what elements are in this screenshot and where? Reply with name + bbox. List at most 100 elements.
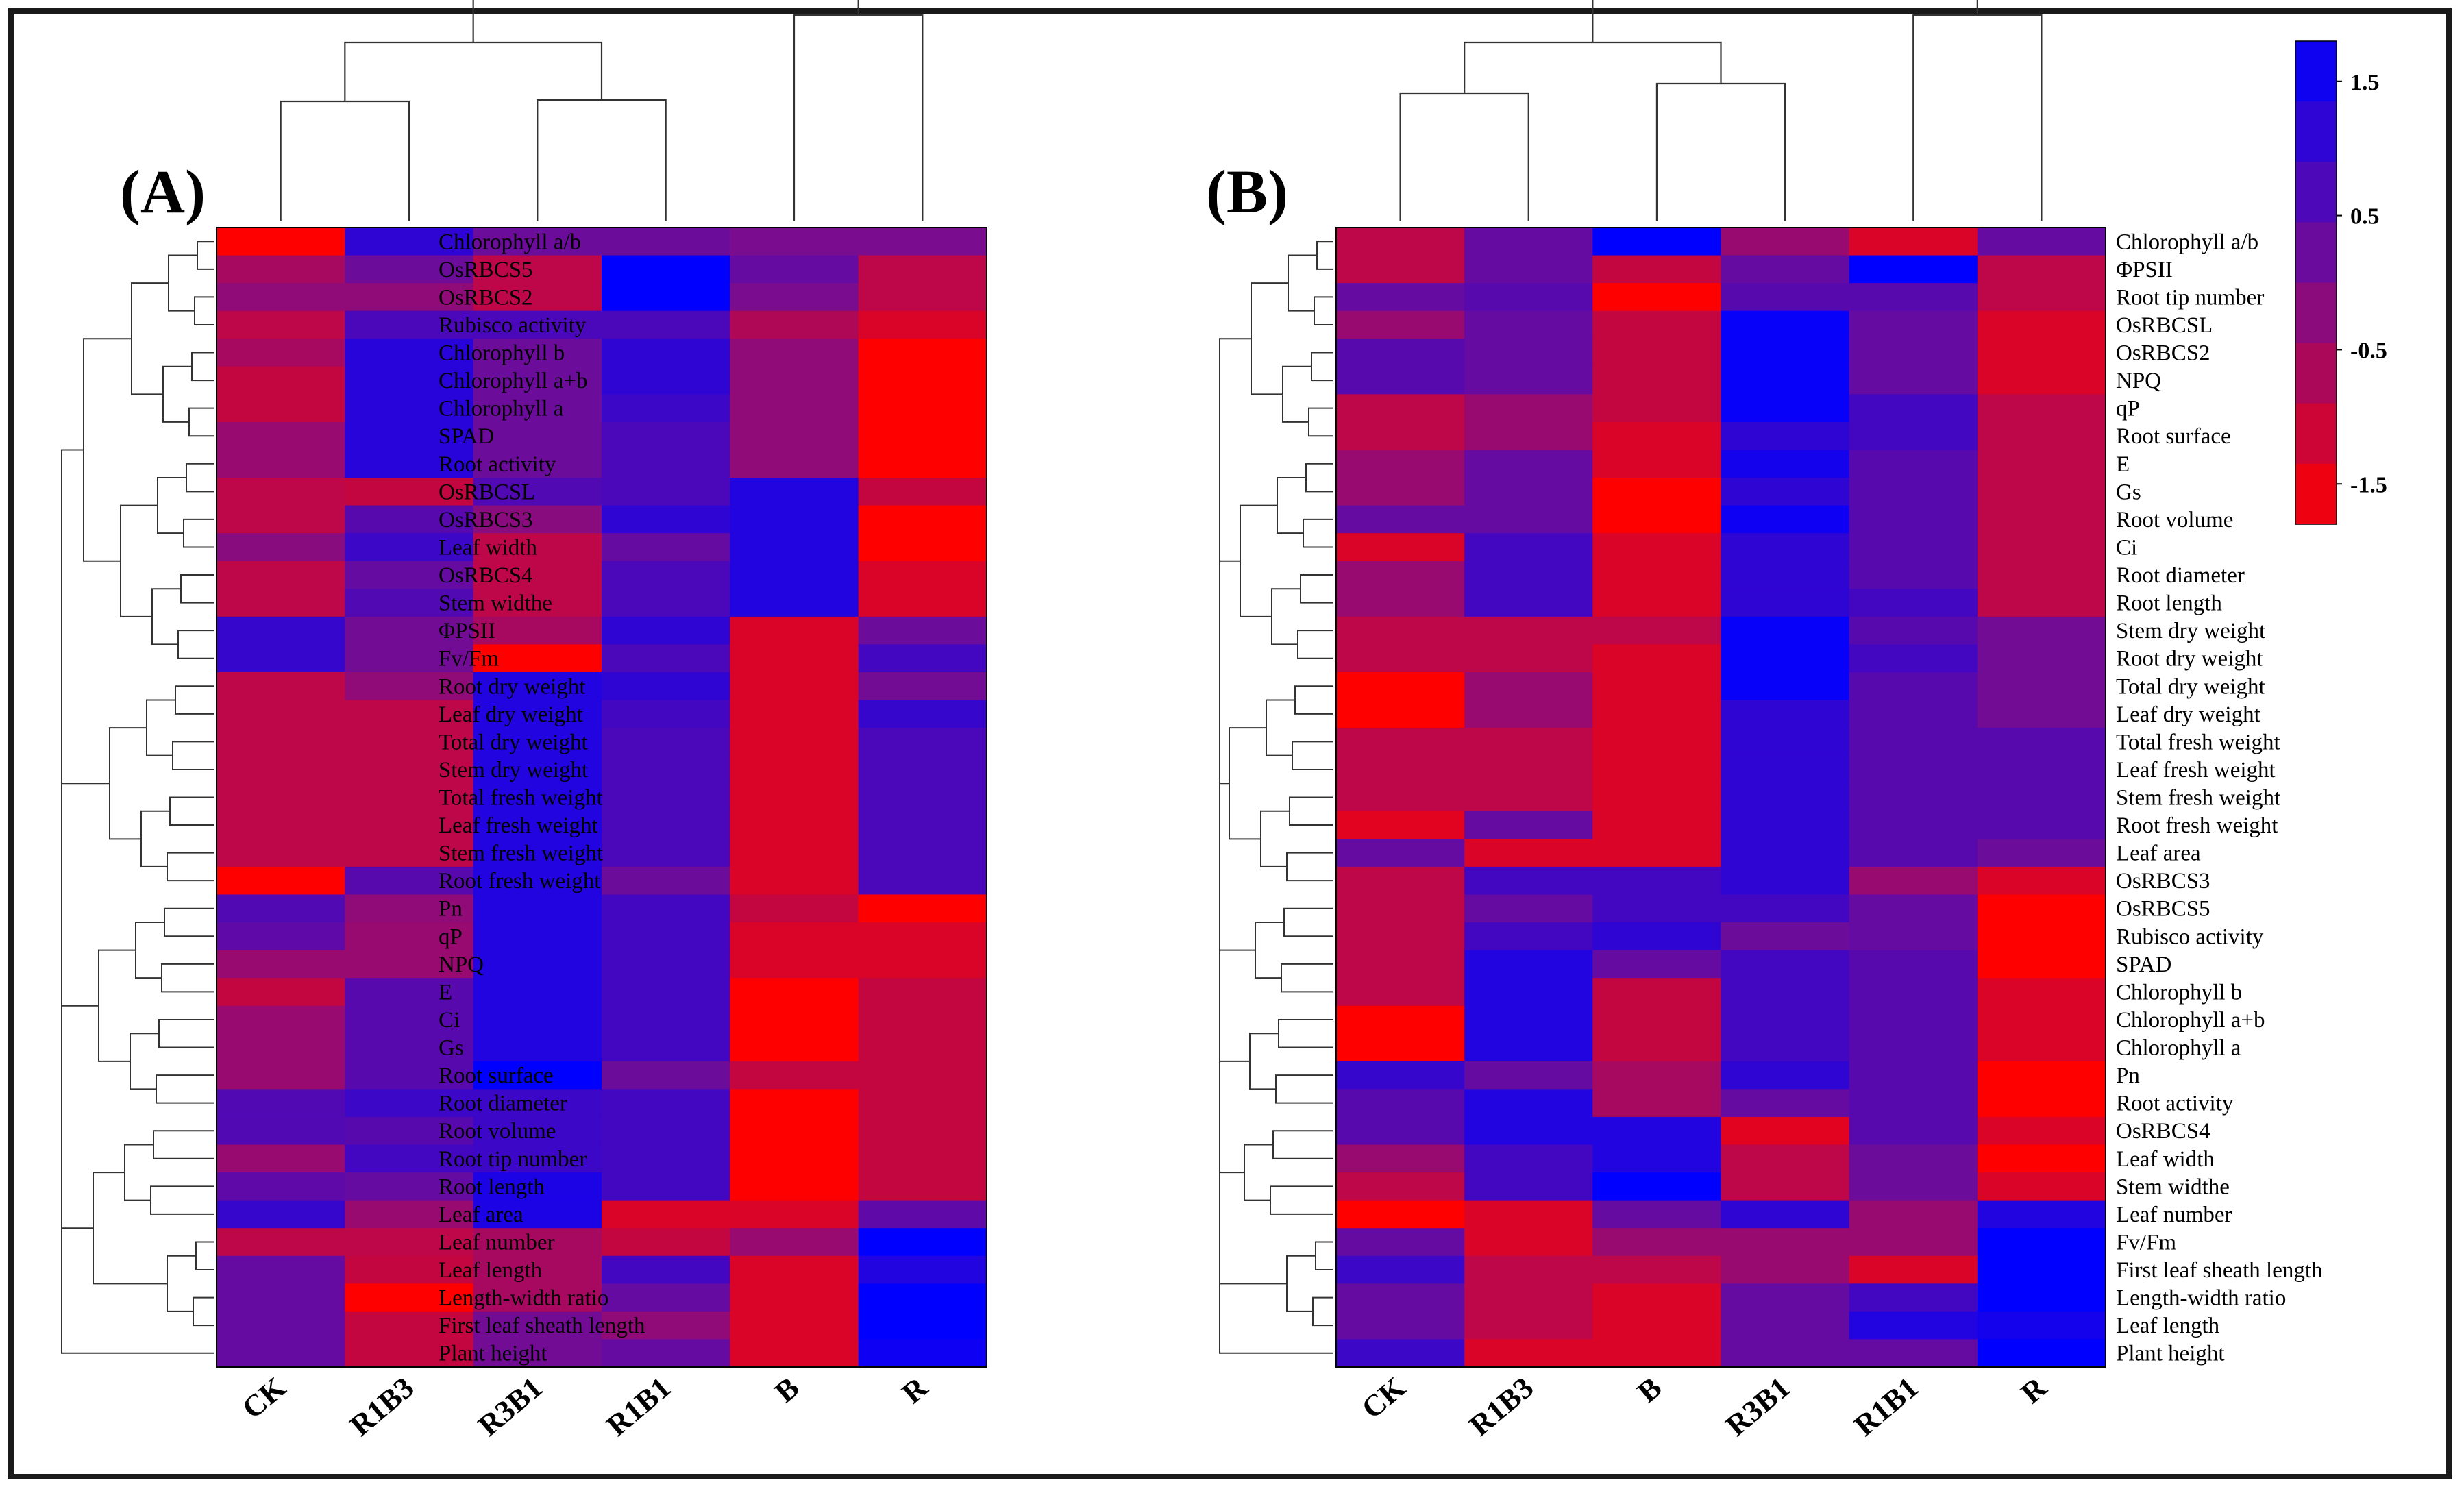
heatmap-cell [730,1228,859,1257]
heatmap-cell [473,672,602,701]
row-label: Root tip number [2116,285,2264,310]
row-label: OsRBCS4 [2116,1119,2210,1144]
heatmap-cell [730,283,859,312]
heatmap-cell [730,450,859,478]
heatmap-cell [858,783,987,812]
heatmap-cell [1977,1061,2106,1090]
heatmap-cell [1721,700,1850,728]
heatmap-cell [1977,283,2106,312]
heatmap-cell [1336,339,1465,367]
row-label: OsRBCSL [2116,313,2213,338]
heatmap-cell [1464,478,1593,506]
row-label: Leaf length [439,1258,543,1283]
row-label: Root activity [2116,1092,2234,1116]
heatmap-cell [473,283,602,312]
heatmap-cell [602,616,730,645]
heatmap-cell [858,1089,987,1118]
heatmap-cell [345,1255,474,1284]
row-label: Root diameter [2116,563,2245,588]
heatmap-cell [1592,1172,1722,1201]
heatmap-cell [1721,227,1850,256]
heatmap-cell [1977,644,2106,673]
dendrogram-link [191,352,214,382]
heatmap-cell [1336,866,1465,896]
heatmap-cell [473,1228,602,1257]
row-label: Root fresh weight [439,869,600,894]
heatmap-cell [1336,1005,1465,1034]
heatmap-cell [473,1033,602,1062]
row-label: First leaf sheath length [439,1314,645,1338]
heatmap-cell [1592,1311,1722,1340]
heatmap-cell [730,755,859,784]
heatmap-cell [602,589,730,617]
heatmap-cell [730,950,859,979]
dendrogram-link [1249,1033,1279,1090]
row-label: Root length [439,1174,545,1199]
heatmap-cell [602,1089,730,1118]
heatmap-cell [1849,1089,1978,1118]
heatmap-cell [1977,1283,2106,1312]
heatmap-cell [602,1144,730,1173]
heatmap-cell [473,839,602,867]
heatmap-cell [1721,1200,1850,1229]
heatmap-cell [345,672,474,701]
heatmap-cell [1464,783,1593,812]
heatmap-cell [345,1172,474,1201]
heatmap-cell [473,700,602,728]
heatmap-cell [1336,1033,1465,1062]
heatmap-cell [1464,283,1593,312]
heatmap-cell [473,310,602,339]
row-dendrogram [61,241,214,1354]
heatmap-cell [345,644,474,673]
heatmap-cell [602,366,730,395]
dendrogram-link [1219,338,1251,562]
heatmap-cell [1464,1005,1593,1034]
heatmap-cell [730,616,859,645]
heatmap-cell [473,755,602,784]
heatmap-cell [1977,616,2106,645]
heatmap-cell [1592,1283,1722,1312]
heatmap-cell [602,1311,730,1340]
dendrogram-link [150,1185,214,1215]
heatmap-cell [1592,421,1722,451]
heatmap-cell [730,644,859,673]
row-label: Rubisco activity [2116,924,2264,949]
row-label: E [2116,452,2130,477]
row-label: OsRBCSL [439,480,535,504]
heatmap-cell [473,1116,602,1146]
row-label: NPQ [439,952,484,977]
row-label: Leaf number [439,1231,555,1255]
heatmap-cell [602,922,730,951]
heatmap-cell [602,1228,730,1257]
heatmap-cell [1849,366,1978,395]
heatmap-cell [1721,1089,1850,1118]
heatmap-cell [473,366,602,395]
dendrogram-link [1255,922,1284,979]
heatmap-cell [1336,1228,1465,1257]
heatmap-cell [858,1172,987,1201]
heatmap-cell [345,866,474,896]
row-label: Root length [2116,591,2222,616]
row-label: Leaf area [439,1203,523,1227]
row-label: NPQ [2116,369,2161,393]
row-label: Rubisco activity [439,313,587,338]
dendrogram-link [61,1227,214,1354]
heatmap-cell [345,339,474,367]
row-label: Chlorophyll a [2116,1036,2241,1061]
heatmap-cell [1977,1033,2106,1062]
heatmap-cell [1336,589,1465,617]
heatmap-cell [1721,478,1850,506]
row-label: Root volume [439,1119,556,1144]
heatmap-cell [1592,255,1722,284]
heatmap-cell [858,227,987,256]
dendrogram-link [197,241,214,270]
dendrogram-link [793,14,924,221]
heatmap-cell [730,255,859,284]
heatmap-cell [1849,1033,1978,1062]
heatmap-cell [473,1005,602,1034]
heatmap-cell [858,1255,987,1284]
heatmap-cell [1721,255,1850,284]
heatmap-cell [1849,728,1978,756]
heatmap-cell [1849,1255,1978,1284]
heatmap-cell [1464,728,1593,756]
